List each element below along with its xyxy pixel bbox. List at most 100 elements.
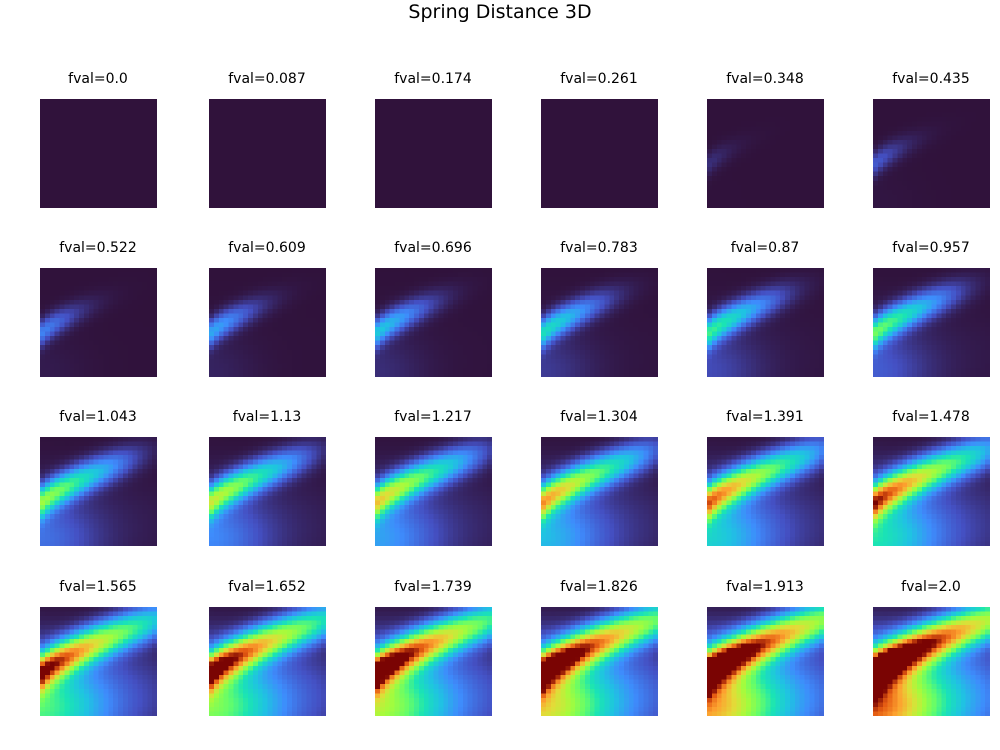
heatmap-cell	[809, 198, 815, 205]
heatmap-cell	[541, 194, 547, 200]
heatmap-cell	[122, 158, 129, 164]
heatmap-cell	[262, 176, 269, 182]
heatmap-cell	[316, 268, 322, 274]
heatmap-cell	[623, 117, 630, 123]
heatmap-cell	[69, 272, 75, 278]
heatmap-cell	[443, 144, 449, 150]
heatmap-cell	[74, 299, 80, 305]
heatmap-cell	[291, 349, 298, 355]
heatmap-cell	[487, 126, 492, 132]
heatmap-cell	[132, 358, 139, 364]
heatmap-cell	[69, 171, 75, 177]
heatmap-cell	[912, 112, 918, 118]
heatmap-cell	[750, 126, 757, 132]
heatmap-cell	[604, 171, 610, 177]
heatmap-cell	[428, 327, 435, 333]
heatmap-cell	[623, 189, 630, 195]
heatmap-cell	[74, 171, 80, 177]
heatmap-cell	[965, 198, 972, 205]
heatmap-cell	[541, 112, 547, 118]
heatmap-cell	[438, 117, 444, 123]
heatmap-cell	[814, 167, 820, 173]
heatmap-cell	[301, 198, 308, 205]
heatmap-cell	[213, 277, 220, 283]
heatmap-cell	[389, 153, 396, 159]
heatmap-cell	[936, 198, 942, 205]
heatmap-cell	[418, 108, 425, 114]
heatmap-cell	[321, 171, 326, 177]
heatmap-cell	[736, 171, 742, 177]
heatmap-cell	[233, 117, 239, 123]
heatmap-cell	[414, 171, 420, 177]
heatmap-cell	[897, 189, 903, 195]
heatmap-cell	[267, 322, 273, 328]
heatmap-cell	[49, 158, 56, 164]
heatmap-cell	[228, 358, 234, 364]
heatmap-cell	[375, 121, 381, 127]
heatmap-cell	[147, 135, 153, 141]
heatmap-cell	[565, 126, 571, 132]
heatmap-cell	[951, 167, 957, 173]
heatmap-cell	[389, 327, 396, 333]
heatmap-cell	[98, 194, 104, 200]
heatmap-cell	[721, 171, 728, 177]
heatmap-cell	[132, 130, 139, 136]
heatmap-image	[375, 99, 492, 208]
heatmap-cell	[799, 103, 806, 109]
heatmap-cell	[44, 171, 51, 177]
heatmap-cell	[457, 299, 464, 305]
heatmap-cell	[223, 277, 230, 283]
heatmap-cell	[127, 286, 134, 292]
heatmap-cell	[804, 135, 810, 141]
heatmap-cell	[243, 349, 249, 355]
heatmap-cell	[238, 317, 244, 324]
heatmap-cell	[118, 345, 124, 351]
heatmap-cell	[472, 272, 478, 278]
heatmap-cell	[54, 349, 61, 355]
heatmap-cell	[209, 272, 215, 278]
heatmap-cell	[750, 135, 757, 141]
heatmap-cell	[152, 176, 157, 182]
heatmap-cell	[108, 349, 114, 355]
heatmap-cell	[287, 268, 293, 274]
heatmap-cell	[575, 135, 581, 141]
heatmap-cell	[584, 176, 591, 182]
heatmap-cell	[643, 126, 649, 132]
heatmap-cell	[118, 99, 124, 105]
heatmap-cell	[152, 304, 157, 310]
heatmap-cell	[384, 121, 391, 127]
heatmap-cell	[223, 349, 230, 355]
heatmap-cell	[780, 171, 786, 177]
heatmap-cell	[218, 349, 225, 355]
heatmap-cell	[209, 358, 215, 364]
heatmap-cell	[975, 158, 981, 164]
heatmap-cell	[892, 117, 898, 123]
heatmap-cell	[428, 108, 435, 114]
heatmap-cell	[457, 117, 464, 123]
heatmap-cell	[570, 176, 576, 182]
heatmap-cell	[88, 345, 95, 351]
heatmap-cell	[238, 268, 244, 274]
heatmap-cell	[228, 349, 234, 355]
heatmap-cell	[44, 117, 51, 123]
heatmap-cell	[409, 299, 415, 305]
heatmap-cell	[316, 185, 322, 191]
heatmap-cell	[142, 103, 148, 109]
heatmap-cell	[311, 171, 317, 177]
heatmap-cell	[428, 317, 435, 324]
heatmap-cell	[375, 158, 381, 164]
heatmap-cell	[887, 185, 894, 191]
heatmap-cell	[64, 268, 70, 274]
heatmap-cell	[291, 290, 298, 296]
heatmap-cell	[472, 148, 478, 155]
heatmap-cell	[83, 367, 90, 374]
heatmap-cell	[428, 322, 435, 328]
heatmap-cell	[137, 295, 143, 301]
heatmap-cell	[638, 180, 644, 186]
heatmap-cell	[267, 317, 273, 324]
heatmap-cell	[137, 277, 143, 283]
heatmap-cell	[765, 171, 771, 177]
heatmap-cell	[79, 135, 85, 141]
heatmap-cell	[79, 148, 85, 155]
heatmap-cell	[79, 99, 85, 105]
